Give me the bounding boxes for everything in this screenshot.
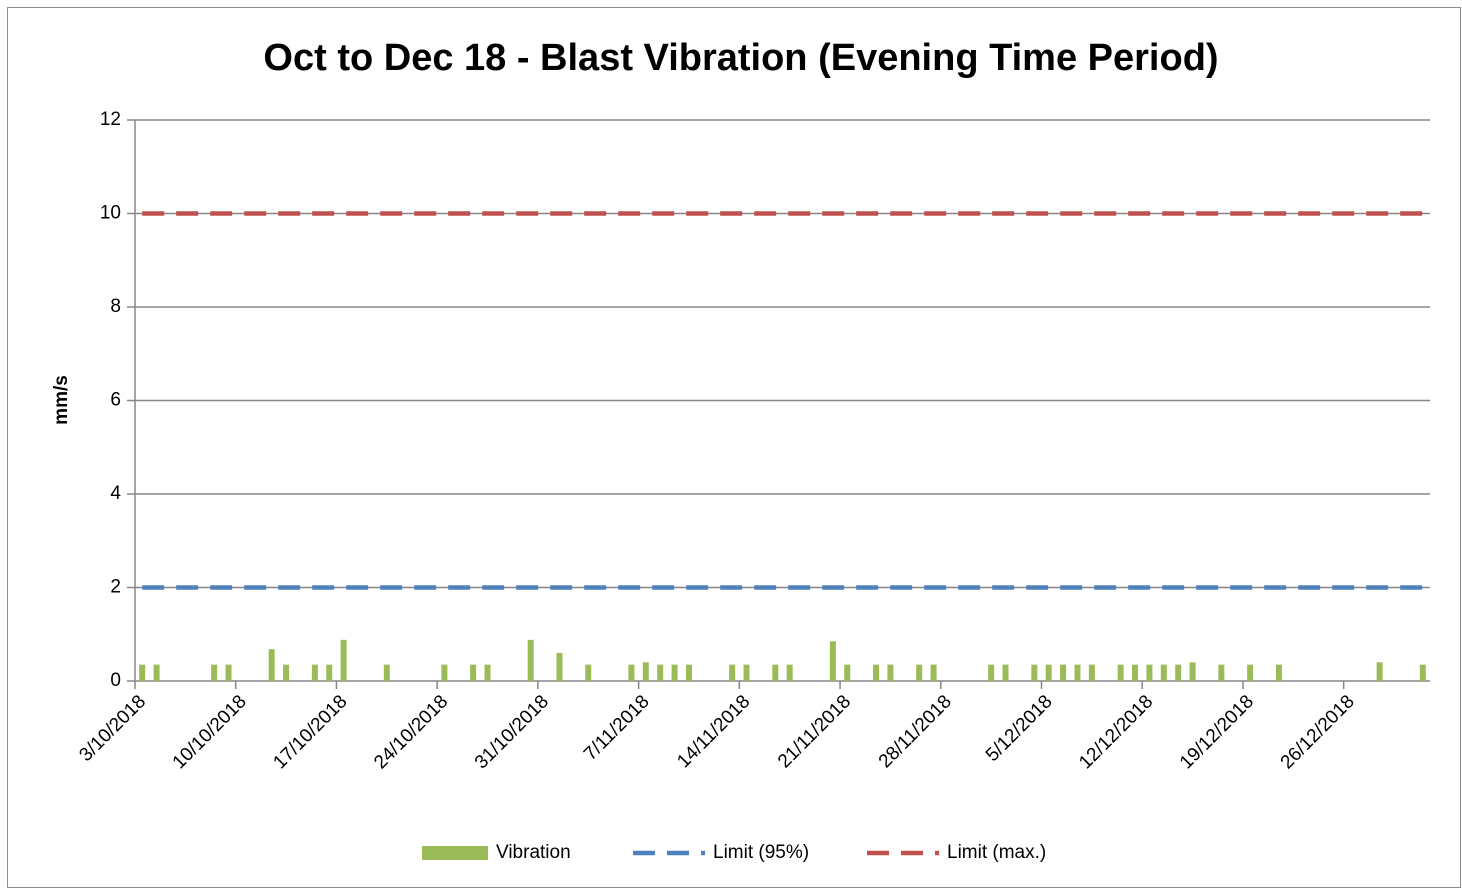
y-tick-label: 6 bbox=[110, 390, 121, 411]
bar bbox=[786, 664, 793, 681]
chart-border bbox=[7, 7, 1461, 888]
bar bbox=[1189, 662, 1196, 681]
bar bbox=[873, 664, 880, 681]
legend-label: Limit (max.) bbox=[947, 842, 1046, 863]
y-tick-label: 8 bbox=[110, 296, 121, 317]
bar bbox=[383, 664, 390, 681]
bar bbox=[1132, 664, 1139, 681]
bar bbox=[829, 641, 836, 681]
bar bbox=[1088, 664, 1095, 681]
bar bbox=[657, 664, 664, 681]
y-tick-label: 2 bbox=[110, 577, 121, 598]
bar bbox=[1218, 664, 1225, 681]
y-tick-label: 12 bbox=[100, 109, 121, 130]
bar bbox=[628, 664, 635, 681]
bar bbox=[1146, 664, 1153, 681]
bar bbox=[326, 664, 333, 681]
bar bbox=[1376, 662, 1383, 681]
bar bbox=[484, 664, 491, 681]
bar bbox=[1002, 664, 1009, 681]
bar bbox=[153, 664, 160, 681]
bar bbox=[930, 664, 937, 681]
bar bbox=[1031, 664, 1038, 681]
bar bbox=[311, 664, 318, 681]
bar bbox=[211, 664, 218, 681]
bar bbox=[340, 639, 347, 681]
bar bbox=[1117, 664, 1124, 681]
bar bbox=[1074, 664, 1081, 681]
bar bbox=[1175, 664, 1182, 681]
bar bbox=[1045, 664, 1052, 681]
bar bbox=[441, 664, 448, 681]
bar bbox=[671, 664, 678, 681]
bar bbox=[470, 664, 477, 681]
bar bbox=[729, 664, 736, 681]
bar bbox=[1275, 664, 1282, 681]
y-tick-label: 0 bbox=[110, 670, 121, 691]
bar bbox=[743, 664, 750, 681]
bar bbox=[139, 664, 146, 681]
bar bbox=[772, 664, 779, 681]
bar bbox=[225, 664, 232, 681]
legend-label: Limit (95%) bbox=[713, 842, 809, 863]
y-axis-label: mm/s bbox=[51, 375, 72, 425]
bar bbox=[268, 649, 275, 681]
bar bbox=[1160, 664, 1167, 681]
bar bbox=[685, 664, 692, 681]
y-tick-label: 10 bbox=[100, 203, 121, 224]
bar bbox=[916, 664, 923, 681]
bar bbox=[527, 639, 534, 681]
legend-label: Vibration bbox=[496, 842, 571, 863]
bar bbox=[1419, 664, 1426, 681]
bar bbox=[642, 662, 649, 681]
bar bbox=[887, 664, 894, 681]
y-tick-label: 4 bbox=[110, 483, 121, 504]
bar bbox=[1060, 664, 1067, 681]
bar bbox=[844, 664, 851, 681]
chart-title: Oct to Dec 18 - Blast Vibration (Evening… bbox=[263, 37, 1218, 79]
bar bbox=[556, 652, 563, 681]
legend-swatch bbox=[422, 846, 488, 860]
bar bbox=[283, 664, 290, 681]
bar bbox=[1247, 664, 1254, 681]
bar bbox=[585, 664, 592, 681]
bar bbox=[988, 664, 995, 681]
